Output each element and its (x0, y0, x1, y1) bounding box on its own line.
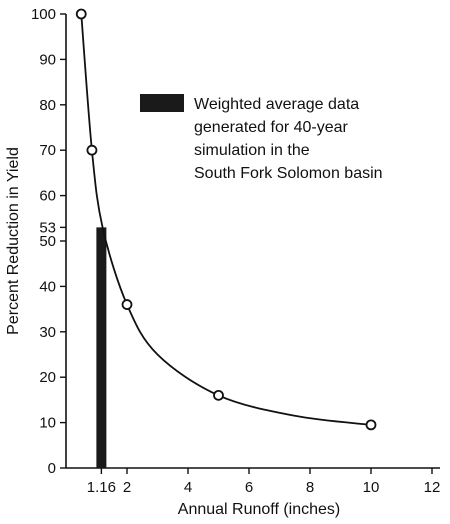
y-tick-label: 40 (39, 278, 56, 295)
point-layer (75, 8, 377, 431)
x-axis-label: Annual Runoff (inches) (178, 501, 340, 518)
x-tick-label: 10 (363, 479, 380, 496)
y-tick-label: 0 (48, 460, 56, 477)
legend-text: Weighted average data generated for 40-ye… (194, 96, 383, 182)
y-axis-label: Percent Reduction in Yield (5, 147, 22, 335)
legend-line: South Fork Solomon basin (194, 165, 383, 182)
x-tick-label: 12 (424, 479, 441, 496)
y-tick-label: 100 (31, 6, 56, 23)
data-point (365, 419, 377, 431)
x-tick-label: 1.16 (87, 479, 116, 496)
bar-layer (96, 227, 107, 468)
data-point (121, 299, 133, 310)
y-tick-label: 70 (39, 142, 56, 159)
fit-curve (80, 13, 372, 426)
x-ticks: 1.16 2 4 6 8 10 12 (87, 468, 441, 496)
legend: Weighted average data generated for 40-ye… (140, 94, 383, 182)
y-tick-label: 53 (39, 219, 56, 236)
y-tick-label: 90 (39, 51, 56, 68)
y-tick-label: 60 (39, 188, 56, 205)
x-tick-label: 2 (123, 479, 131, 496)
x-tick-label: 6 (245, 479, 253, 496)
y-tick-label: 10 (39, 415, 56, 432)
data-point (213, 389, 224, 401)
y-tick-label: 80 (39, 97, 56, 114)
y-tick-label: 20 (39, 369, 56, 386)
y-tick-label: 30 (39, 324, 56, 341)
weighted-average-bar (96, 227, 107, 468)
legend-swatch (140, 94, 184, 112)
plot-frame (65, 14, 440, 469)
legend-line: Weighted average data (194, 96, 359, 113)
data-point (86, 144, 98, 156)
legend-line: simulation in the (194, 142, 310, 159)
legend-line: generated for 40-year (194, 119, 349, 136)
x-tick-label: 8 (306, 479, 314, 496)
y-tick-label: 50 (39, 233, 56, 250)
data-point (75, 8, 87, 20)
x-tick-label: 4 (184, 479, 192, 496)
